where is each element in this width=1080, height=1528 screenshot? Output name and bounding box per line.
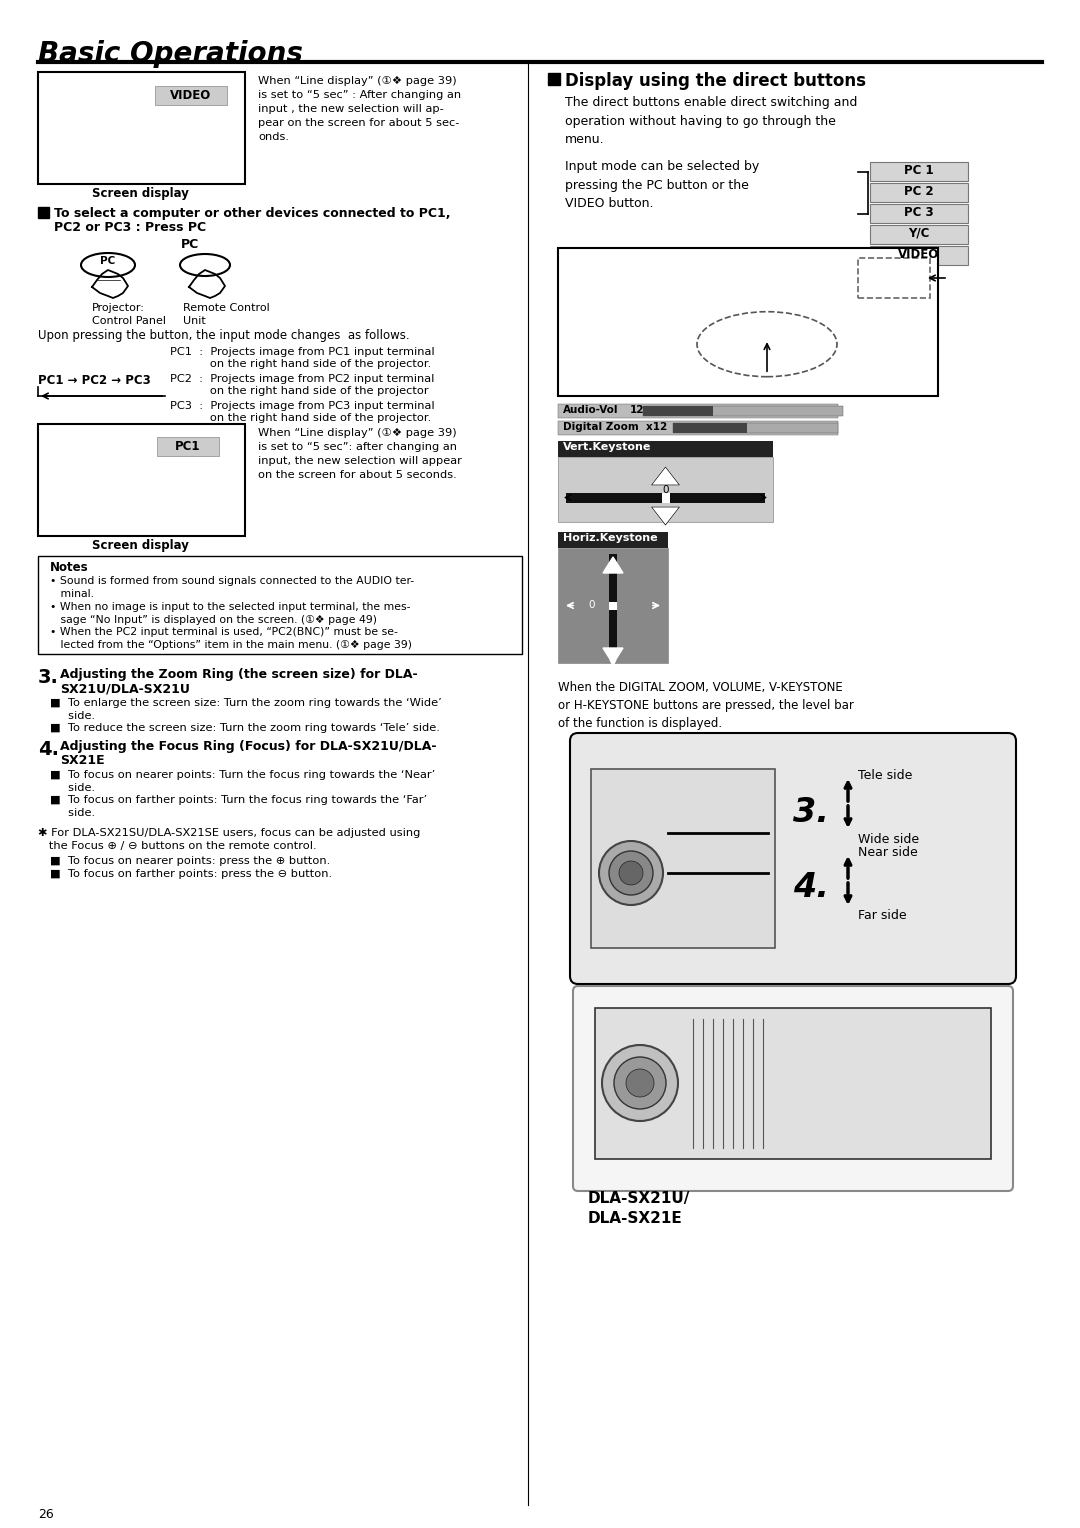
Bar	[609, 555, 617, 652]
Text: Projector:
Control Panel: Projector: Control Panel	[92, 303, 166, 325]
Text: 0: 0	[588, 599, 594, 610]
FancyBboxPatch shape	[595, 1008, 991, 1160]
Polygon shape	[651, 468, 679, 484]
Text: When “Line display” (①❖ page 39)
is set to “5 sec” : After changing an
input , t: When “Line display” (①❖ page 39) is set …	[258, 76, 461, 142]
Text: ■  To focus on nearer points: Turn the focus ring towards the ‘Near’
     side.: ■ To focus on nearer points: Turn the fo…	[50, 770, 435, 793]
Bar	[870, 162, 968, 180]
Bar	[558, 549, 669, 663]
Bar	[870, 205, 968, 223]
Bar	[673, 423, 838, 432]
Text: on the right hand side of the projector: on the right hand side of the projector	[170, 387, 429, 396]
Text: The direct buttons enable direct switching and
operation without having to go th: The direct buttons enable direct switchi…	[565, 96, 858, 147]
Text: Remote Control
Unit: Remote Control Unit	[183, 303, 270, 325]
Text: Near side: Near side	[858, 847, 918, 859]
FancyBboxPatch shape	[573, 986, 1013, 1190]
Ellipse shape	[697, 312, 837, 377]
Text: on the right hand side of the projector.: on the right hand side of the projector.	[170, 413, 431, 423]
Bar	[870, 183, 968, 202]
Bar	[661, 492, 670, 503]
Bar	[558, 532, 669, 549]
Text: Notes: Notes	[50, 561, 89, 575]
Text: DLA-SX21U/
DLA-SX21E: DLA-SX21U/ DLA-SX21E	[588, 1190, 690, 1225]
Circle shape	[599, 840, 663, 905]
Text: Wide side: Wide side	[858, 833, 919, 847]
Polygon shape	[603, 558, 623, 573]
Text: Input mode can be selected by
pressing the PC button or the
VIDEO button.: Input mode can be selected by pressing t…	[565, 160, 759, 209]
Text: Y/C: Y/C	[908, 228, 930, 240]
Text: PC3  :  Projects image from PC3 input terminal: PC3 : Projects image from PC3 input term…	[170, 400, 434, 411]
Text: PC 1: PC 1	[904, 163, 934, 177]
Bar	[38, 423, 245, 536]
Bar	[858, 258, 930, 298]
Text: SX21E: SX21E	[60, 753, 105, 767]
Text: PC1  :  Projects image from PC1 input terminal: PC1 : Projects image from PC1 input term…	[170, 347, 434, 358]
Bar	[558, 422, 838, 435]
Bar	[548, 73, 561, 86]
Polygon shape	[651, 507, 679, 526]
Bar	[38, 72, 245, 183]
Circle shape	[609, 851, 653, 895]
Text: PC2 or PC3 : Press PC: PC2 or PC3 : Press PC	[54, 222, 206, 234]
Text: Horiz.Keystone: Horiz.Keystone	[563, 533, 658, 542]
Bar	[566, 492, 765, 503]
Text: VIDEO: VIDEO	[899, 248, 940, 261]
Text: SX21U/DLA-SX21U: SX21U/DLA-SX21U	[60, 681, 190, 695]
Text: PC 2: PC 2	[904, 185, 934, 199]
Bar	[38, 556, 522, 654]
Text: • When the PC2 input terminal is used, “PC2(BNC)” must be se-
   lected from the: • When the PC2 input terminal is used, “…	[50, 626, 411, 649]
Text: Screen display: Screen display	[92, 186, 188, 200]
Text: Far side: Far side	[858, 909, 906, 921]
Text: VIDEO: VIDEO	[171, 89, 212, 102]
Circle shape	[626, 1070, 654, 1097]
Text: 0: 0	[662, 484, 669, 495]
Bar	[558, 403, 838, 419]
Circle shape	[619, 860, 643, 885]
Text: Screen display: Screen display	[92, 539, 188, 552]
Ellipse shape	[81, 254, 135, 277]
Circle shape	[615, 1057, 666, 1109]
Bar	[558, 248, 939, 396]
Text: Tele side: Tele side	[858, 769, 913, 782]
FancyBboxPatch shape	[591, 769, 775, 947]
Text: ■  To focus on farther points: press the ⊖ button.: ■ To focus on farther points: press the …	[50, 869, 333, 879]
Text: PC1 → PC2 → PC3: PC1 → PC2 → PC3	[38, 374, 151, 387]
Text: 3.: 3.	[793, 796, 828, 830]
Text: When “Line display” (①❖ page 39)
is set to “5 sec”: after changing an
input, the: When “Line display” (①❖ page 39) is set …	[258, 428, 462, 480]
Text: 3.: 3.	[38, 668, 59, 688]
Bar	[870, 246, 968, 264]
Bar	[38, 206, 49, 219]
Text: 4.: 4.	[38, 740, 59, 759]
Text: Display using the direct buttons: Display using the direct buttons	[565, 72, 866, 90]
Text: • Sound is formed from sound signals connected to the AUDIO ter-
   minal.: • Sound is formed from sound signals con…	[50, 576, 414, 599]
Bar	[157, 437, 219, 455]
Text: • When no image is input to the selected input terminal, the mes-
   sage “No In: • When no image is input to the selected…	[50, 602, 410, 625]
Text: Audio-Vol: Audio-Vol	[563, 405, 619, 416]
Text: PC2  :  Projects image from PC2 input terminal: PC2 : Projects image from PC2 input term…	[170, 374, 434, 384]
Text: Digital Zoom  x12: Digital Zoom x12	[563, 422, 667, 432]
Bar	[643, 406, 843, 416]
Text: ■  To reduce the screen size: Turn the zoom ring towards ‘Tele’ side.: ■ To reduce the screen size: Turn the zo…	[50, 723, 440, 733]
Text: PC1: PC1	[175, 440, 201, 452]
Text: ✱ For DLA-SX21SU/DLA-SX21SE users, focus can be adjusted using: ✱ For DLA-SX21SU/DLA-SX21SE users, focus…	[38, 828, 420, 837]
Ellipse shape	[180, 254, 230, 277]
Bar	[609, 602, 617, 610]
Bar	[870, 225, 968, 244]
Text: To select a computer or other devices connected to PC1,: To select a computer or other devices co…	[54, 206, 450, 220]
Text: 12: 12	[630, 405, 645, 416]
Text: on the right hand side of the projector.: on the right hand side of the projector.	[170, 359, 431, 368]
Text: When the DIGITAL ZOOM, VOLUME, V-KEYSTONE
or H-KEYSTONE buttons are pressed, the: When the DIGITAL ZOOM, VOLUME, V-KEYSTON…	[558, 681, 854, 730]
Text: ■  To enlarge the screen size: Turn the zoom ring towards the ‘Wide’
     side.: ■ To enlarge the screen size: Turn the z…	[50, 698, 442, 721]
Text: Basic Operations: Basic Operations	[38, 40, 302, 69]
Text: ■  To focus on nearer points: press the ⊕ button.: ■ To focus on nearer points: press the ⊕…	[50, 856, 330, 866]
Text: Adjusting the Zoom Ring (the screen size) for DLA-: Adjusting the Zoom Ring (the screen size…	[60, 668, 418, 681]
Circle shape	[602, 1045, 678, 1122]
Text: ■  To focus on farther points: Turn the focus ring towards the ‘Far’
     side.: ■ To focus on farther points: Turn the f…	[50, 795, 427, 817]
Bar	[643, 406, 713, 416]
Text: Upon pressing the button, the input mode changes  as follows.: Upon pressing the button, the input mode…	[38, 329, 409, 342]
Text: 26: 26	[38, 1508, 54, 1520]
Bar	[673, 423, 747, 432]
Bar	[558, 457, 773, 523]
Polygon shape	[603, 648, 623, 665]
Text: PC 3: PC 3	[904, 206, 934, 219]
Text: 4.: 4.	[793, 871, 828, 905]
